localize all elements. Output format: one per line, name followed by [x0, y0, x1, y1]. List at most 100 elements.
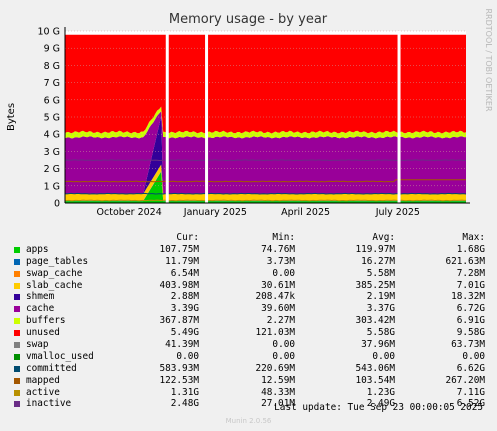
y-tick-label: 1 G — [44, 181, 60, 192]
legend-cur: 1.31G — [170, 386, 199, 398]
legend-avg: 303.42M — [355, 315, 395, 327]
plot-area: 0 1 G 2 G 3 G 4 G 5 G 6 G 7 G 8 G 9 G 10 G October … — [38, 27, 470, 218]
legend-name: committed — [26, 362, 77, 374]
legend-name: slab_cache — [26, 279, 83, 291]
legend-name: vmalloc_used — [26, 350, 94, 362]
legend-swatch — [14, 401, 20, 408]
legend-cur: 2.48G — [170, 398, 199, 410]
legend-max: 0.00 — [462, 350, 485, 362]
legend-max: 6.91G — [456, 315, 485, 327]
y-tick-label: 7 G — [44, 78, 60, 89]
legend-swatch — [14, 294, 20, 301]
legend-min: 27.01M — [261, 398, 295, 410]
legend-avg: 385.25M — [355, 279, 395, 291]
y-tick-label: 0 — [54, 199, 60, 210]
legend-avg: 1.23G — [366, 386, 395, 398]
y-tick-label: 5 G — [44, 113, 60, 124]
legend-avg: 16.27M — [361, 255, 395, 267]
legend-name: mapped — [26, 374, 60, 386]
legend-cur: 122.53M — [159, 374, 199, 386]
legend-swatch — [14, 270, 20, 277]
legend-min: 0.00 — [272, 339, 295, 351]
legend-swatch — [14, 318, 20, 325]
legend-rows: apps 107.75M 74.76M 119.97M 1.68G page_tables… — [12, 244, 488, 410]
legend-item-page-tables: page_tables 11.79M 3.73M 16.27M 621.63M — [12, 256, 488, 268]
y-tick-label: 10 G — [38, 27, 60, 38]
legend-avg: 2.19M — [366, 291, 395, 303]
legend-item-swap-cache: swap_cache 6.54M 0.00 5.58M 7.28M — [12, 268, 488, 280]
legend-cur: 3.39G — [170, 303, 199, 315]
legend-avg: 543.06M — [355, 362, 395, 374]
legend-cur: 583.93M — [159, 362, 199, 374]
area-unused — [65, 34, 466, 134]
legend-cur: 107.75M — [159, 243, 199, 255]
y-tick-label: 9 G — [44, 44, 60, 55]
legend-min: 208.47k — [255, 291, 295, 303]
line-inactive — [64, 159, 467, 162]
legend-swatch — [14, 330, 20, 337]
legend-min: 2.27M — [266, 315, 295, 327]
legend-avg: 5.58M — [366, 267, 395, 279]
legend-name: unused — [26, 327, 60, 339]
area-cache — [65, 111, 466, 194]
line-active — [64, 199, 466, 202]
legend-cur: 403.98M — [159, 279, 199, 291]
rrdtool-credit: RRDTOOL / TOBI OETIKER — [484, 8, 493, 111]
legend-swatch — [14, 258, 20, 265]
legend-name: page_tables — [26, 255, 89, 267]
legend-item-committed: committed 583.93M 220.69M 543.06M 6.62G — [12, 363, 488, 375]
header-max: Max: — [462, 232, 485, 243]
legend-name: swap_cache — [26, 267, 83, 279]
legend-min: 74.76M — [261, 243, 295, 255]
legend-item-slab-cache: slab_cache 403.98M 30.61M 385.25M 7.01G — [12, 280, 488, 292]
legend-cur: 6.54M — [170, 267, 199, 279]
legend-max: 267.20M — [445, 374, 485, 386]
legend-header: Cur: Min: Avg: Max: — [12, 232, 488, 244]
legend-avg: 0.00 — [372, 350, 395, 362]
header-cur: Cur: — [176, 232, 199, 243]
legend-min: 0.00 — [272, 350, 295, 362]
legend-cur: 11.79M — [165, 255, 199, 267]
legend-cur: 367.87M — [159, 315, 199, 327]
area-slab-cache — [65, 164, 466, 201]
legend-item-inactive: inactive 2.48G 27.01M 2.49G 6.52G — [12, 398, 488, 410]
legend-swatch — [14, 353, 20, 360]
legend-cur: 5.49G — [170, 327, 199, 339]
legend-min: 0.00 — [272, 267, 295, 279]
legend-name: cache — [26, 303, 55, 315]
legend-max: 63.73M — [451, 339, 485, 351]
legend-max: 7.01G — [456, 279, 485, 291]
legend-swatch — [14, 365, 20, 372]
legend-min: 121.03M — [255, 327, 295, 339]
x-tick-label: October 2024 — [97, 207, 162, 218]
y-axis-label: Bytes — [6, 103, 17, 131]
legend-min: 3.73M — [266, 255, 295, 267]
legend-swatch — [14, 377, 20, 384]
legend-item-mapped: mapped 122.53M 12.59M 103.54M 267.20M — [12, 375, 488, 387]
legend-avg: 37.96M — [361, 339, 395, 351]
legend-min: 48.33M — [261, 386, 295, 398]
legend-avg: 5.58G — [366, 327, 395, 339]
legend-item-vmalloc-used: vmalloc_used 0.00 0.00 0.00 0.00 — [12, 351, 488, 363]
chart-title: Memory usage - by year — [169, 12, 328, 27]
legend-item-shmem: shmem 2.88M 208.47k 2.19M 18.32M — [12, 291, 488, 303]
legend-avg: 103.54M — [355, 374, 395, 386]
legend-item-buffers: buffers 367.87M 2.27M 303.42M 6.91G — [12, 315, 488, 327]
legend-name: active — [26, 386, 60, 398]
legend-min: 12.59M — [261, 374, 295, 386]
legend-max: 7.11G — [456, 386, 485, 398]
legend-min: 39.60M — [261, 303, 295, 315]
munin-version: Munin 2.0.56 — [225, 417, 272, 425]
legend: Cur: Min: Avg: Max: apps 107.75M 74.76M 119… — [12, 232, 488, 410]
legend-avg: 3.37G — [366, 303, 395, 315]
legend-cur: 0.00 — [176, 350, 199, 362]
data-gap — [205, 31, 209, 203]
legend-item-active: active 1.31G 48.33M 1.23G 7.11G — [12, 387, 488, 399]
x-tick-label: January 2025 — [183, 207, 247, 218]
legend-item-cache: cache 3.39G 39.60M 3.37G 6.72G — [12, 303, 488, 315]
legend-item-swap: swap 41.39M 0.00 37.96M 63.73M — [12, 339, 488, 351]
legend-swatch — [14, 389, 20, 396]
legend-cur: 41.39M — [165, 339, 199, 351]
legend-min: 30.61M — [261, 279, 295, 291]
